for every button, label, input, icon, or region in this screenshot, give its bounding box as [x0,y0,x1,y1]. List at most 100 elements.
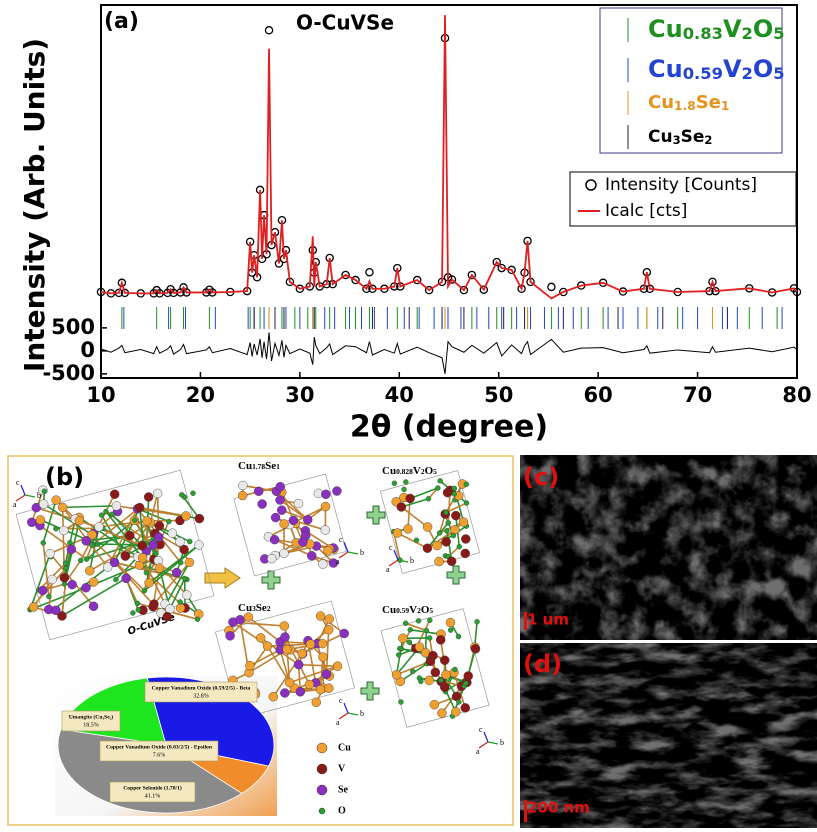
pie-value-label: 18.5% [83,722,99,728]
atom [132,518,137,523]
atom [316,685,325,694]
atom [60,573,69,582]
x-tick-label: 80 [782,383,811,407]
atom-label: Cu [338,742,351,753]
formula-part: Cu [382,465,396,477]
x-tick-label: 50 [484,383,513,407]
atom [280,621,289,630]
atom [36,515,45,524]
atom [122,574,131,583]
atom [463,681,468,686]
axis-name: b [360,709,364,718]
atom [435,557,444,566]
atom [53,526,58,531]
atom [149,602,158,611]
atom [303,515,312,524]
formula-part: Cu [648,15,683,43]
atom [195,514,204,523]
atom [138,541,147,550]
atom [236,615,245,624]
atom [178,560,183,565]
atom [263,642,272,651]
pie-label: Copper Selenide (1.78/1) [123,784,182,791]
atom [254,487,263,496]
atom [144,493,153,502]
x-tick-label: 60 [584,383,613,407]
atom [267,554,276,563]
atom-swatch [317,785,327,795]
atom [135,601,140,606]
atom [437,531,442,536]
formula-part: Se [696,92,721,113]
atom [276,496,285,505]
atom [279,549,288,558]
atom [271,513,280,522]
atom [425,676,434,685]
axis-name: b [500,738,504,747]
atom [414,538,419,543]
atom [130,610,135,615]
atom [424,628,429,633]
scale-bar [524,800,527,822]
atom [155,564,164,573]
atom [67,540,72,545]
atom [195,617,200,622]
atom [440,683,449,692]
formula-part: V [723,15,742,43]
atom [155,521,164,530]
atom [435,486,440,491]
subscript: 2 [267,604,271,613]
atom [194,540,203,549]
atom [142,588,147,593]
atom [461,534,470,543]
atom [244,613,253,622]
atom [294,499,303,508]
formula-part: V [723,55,742,83]
atom [94,522,103,531]
atom-swatch [317,764,327,774]
atom-swatch [317,743,327,753]
atom [392,481,397,486]
atom [269,692,278,701]
panel-label: (d) [523,650,562,678]
atom [27,518,36,527]
axis-name: c [339,535,343,544]
atom [238,491,247,500]
atom [464,482,469,487]
atom [142,516,151,525]
subscript: 0.59 [683,64,723,83]
axis-name: a [386,565,390,574]
atom [258,500,267,509]
formula-part: Cu [382,604,396,616]
atom [191,491,196,496]
atom [452,486,457,491]
atom [450,525,459,534]
legend-label: Intensity [Counts] [605,175,757,195]
atom [415,642,424,651]
atom [182,590,191,599]
atom [52,496,61,505]
atom [451,533,456,538]
formula-part: O [753,15,773,43]
atom [182,511,191,520]
x-tick-label: 40 [385,383,414,407]
atom-label: Se [338,784,349,795]
atom [46,594,51,599]
atom [475,619,480,624]
atom [276,482,285,491]
atom [63,561,68,566]
atom [89,543,94,548]
y-tick-label: 500 [51,315,95,339]
subscript: 0.828 [396,467,413,476]
atom [68,580,77,589]
atom [427,618,432,623]
atom [289,516,298,525]
x-tick-label: 30 [285,383,314,407]
atom [442,670,451,679]
axis-name: b [410,556,414,565]
atom [149,540,158,549]
atom [144,570,149,575]
atom [270,535,279,544]
subscript: 1 [721,99,730,113]
atom [406,494,415,503]
